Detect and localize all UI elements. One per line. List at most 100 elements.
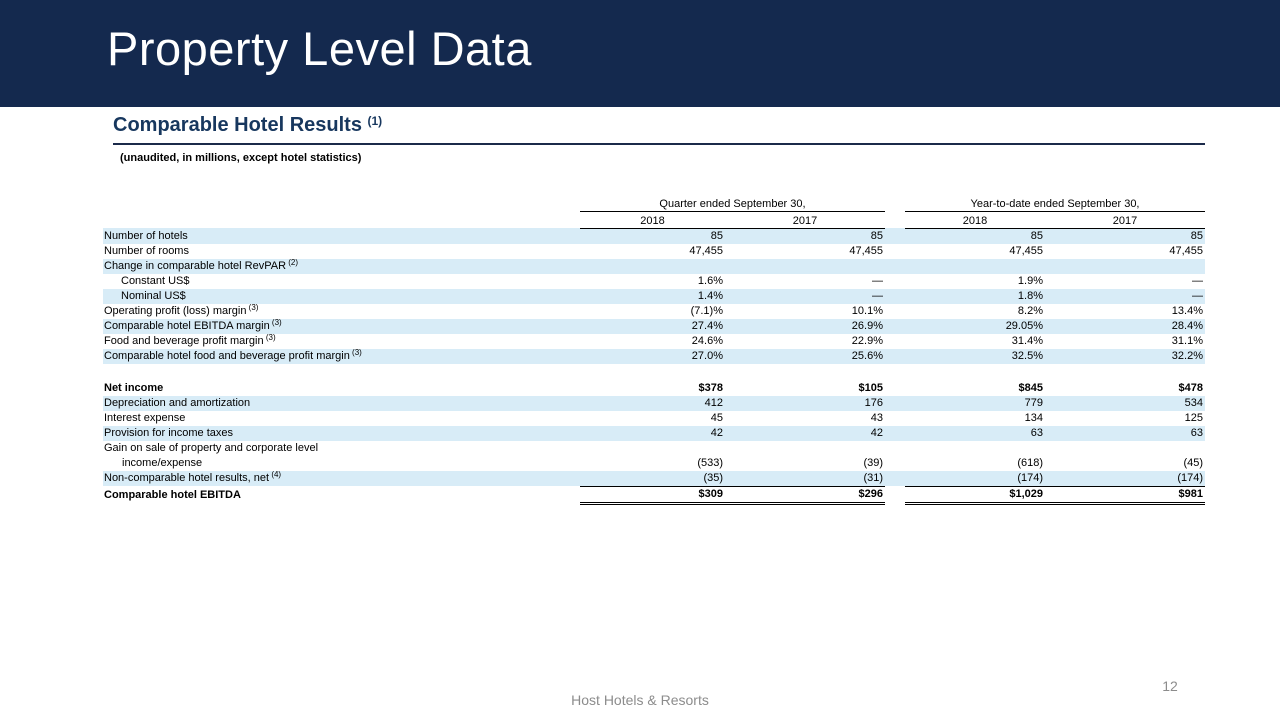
table-year-header-row: 2018 2017 2018 2017 — [103, 211, 1205, 229]
row-value: — — [1192, 274, 1203, 287]
row-value — [905, 258, 1045, 274]
row-label: Net income — [104, 381, 164, 394]
section-heading-text: Comparable Hotel Results — [113, 114, 362, 136]
column-gap — [885, 211, 905, 228]
row-value: 43 — [870, 411, 883, 424]
row-value: (39) — [863, 456, 883, 469]
footnote-marker: (1) — [367, 114, 383, 128]
row-value: — — [872, 274, 883, 287]
column-gap — [885, 381, 905, 396]
row-value: 176 — [725, 395, 885, 411]
row-label: Number of hotels — [103, 228, 580, 244]
row-value: 32.5% — [905, 348, 1045, 364]
row-value: 45 — [710, 411, 723, 424]
column-gap — [885, 318, 905, 334]
row-label: Nominal US$ — [103, 288, 580, 304]
footnote-marker: (3) — [269, 317, 282, 327]
row-value: 134 — [1024, 411, 1043, 424]
row-label: Gain on sale of property and corporate l… — [104, 441, 319, 469]
row-label: Comparable hotel EBITDA — [104, 489, 241, 501]
heading-rule — [113, 143, 1205, 145]
row-value: 25.6% — [725, 348, 885, 364]
section-heading: Comparable Hotel Results (1) — [113, 114, 382, 137]
row-value: (174) — [905, 470, 1045, 487]
table-row: Gain on sale of property and corporate l… — [103, 441, 1205, 471]
row-label: Number of rooms — [104, 244, 189, 257]
row-value: (31) — [725, 470, 885, 487]
column-gap — [885, 288, 905, 304]
table-row: Provision for income taxes 42 42 63 63 — [103, 425, 1205, 441]
row-value: 534 — [1045, 395, 1205, 411]
row-value: (45) — [1183, 456, 1203, 469]
row-label: Depreciation and amortization — [103, 395, 580, 411]
row-value: $981 — [1045, 486, 1205, 505]
row-value: $1,029 — [905, 486, 1045, 505]
comparable-hotel-results-table: Quarter ended September 30, Year-to-date… — [103, 196, 1205, 505]
table-body: Number of hotels 85 85 85 85 Number of rooms 4… — [103, 228, 1205, 505]
row-value: 10.1% — [851, 304, 883, 317]
row-value: 125 — [1184, 411, 1203, 424]
column-gap — [885, 364, 905, 381]
row-value: (174) — [1045, 470, 1205, 487]
row-value — [1045, 364, 1205, 381]
column-gap — [885, 395, 905, 411]
row-label: Food and beverage profit margin (3) — [104, 332, 276, 347]
column-gap — [885, 304, 905, 319]
table-row: Depreciation and amortization 412 176 779 53… — [103, 395, 1205, 411]
row-label: Comparable hotel EBITDA margin (3) — [103, 317, 580, 334]
row-value: 28.4% — [1045, 318, 1205, 334]
row-value: $296 — [725, 486, 885, 505]
table-row: Comparable hotel EBITDA margin (3) 27.4% 2… — [103, 317, 1205, 334]
table-row: Number of rooms 47,455 47,455 47,455 47,455 — [103, 244, 1205, 259]
row-value: 412 — [580, 395, 725, 411]
table-row: Food and beverage profit margin (3) 24.6%… — [103, 332, 1205, 349]
row-value: 63 — [905, 425, 1045, 441]
table-row: Interest expense 45 43 134 125 — [103, 411, 1205, 426]
row-value: 47,455 — [1169, 244, 1203, 257]
table-row: Number of hotels 85 85 85 85 — [103, 228, 1205, 244]
row-label: Non-comparable hotel results, net (4) — [103, 470, 580, 486]
row-label: Provision for income taxes — [103, 425, 580, 441]
column-gap — [885, 244, 905, 259]
row-value: $478 — [1178, 381, 1203, 394]
column-group-ytd: Year-to-date ended September 30, — [905, 196, 1205, 212]
year-header-q-2018: 2018 — [580, 211, 725, 229]
table-row: Nominal US$ 1.4% —1.8% — — [103, 288, 1205, 304]
table-row: Comparable hotel food and beverage profi… — [103, 348, 1205, 364]
row-value: 85 — [905, 228, 1045, 244]
table-subtitle: (unaudited, in millions, except hotel st… — [120, 152, 362, 164]
row-value: 27.0% — [580, 348, 725, 364]
page-number: 12 — [1162, 678, 1178, 694]
row-value: 29.05% — [905, 318, 1045, 334]
row-value: 26.9% — [725, 318, 885, 334]
row-value: 63 — [1045, 425, 1205, 441]
row-value: (35) — [580, 470, 725, 487]
table-row: Non-comparable hotel results, net (4) (35… — [103, 470, 1205, 487]
row-label: Change in comparable hotel RevPAR (2) — [103, 257, 580, 274]
row-label: Operating profit (loss) margin (3) — [104, 302, 259, 317]
row-value: 85 — [1045, 228, 1205, 244]
row-value: (618) — [1017, 456, 1043, 469]
footnote-marker: (3) — [263, 332, 276, 342]
row-value: 32.2% — [1045, 348, 1205, 364]
row-value: (7.1)% — [690, 304, 723, 317]
row-value: 1.4% — [580, 288, 725, 304]
row-value — [725, 364, 885, 381]
table-row: Net income $378 $105 $845 $478 — [103, 381, 1205, 396]
row-value: 85 — [580, 228, 725, 244]
row-value: 31.1% — [1171, 334, 1203, 347]
footnote-marker: (2) — [286, 257, 299, 267]
row-value — [905, 364, 1045, 381]
row-value: 42 — [580, 425, 725, 441]
row-value: 27.4% — [580, 318, 725, 334]
row-value: $845 — [1018, 381, 1043, 394]
row-value: 42 — [725, 425, 885, 441]
row-value: 779 — [905, 395, 1045, 411]
column-gap — [885, 486, 905, 503]
row-value: 47,455 — [849, 244, 883, 257]
row-value: 1.9% — [1017, 274, 1043, 287]
row-label: Interest expense — [104, 411, 186, 424]
year-header-ytd-2017: 2017 — [1045, 211, 1205, 229]
table-row: Constant US$ 1.6% — 1.9% — — [103, 274, 1205, 289]
row-value — [580, 258, 725, 274]
